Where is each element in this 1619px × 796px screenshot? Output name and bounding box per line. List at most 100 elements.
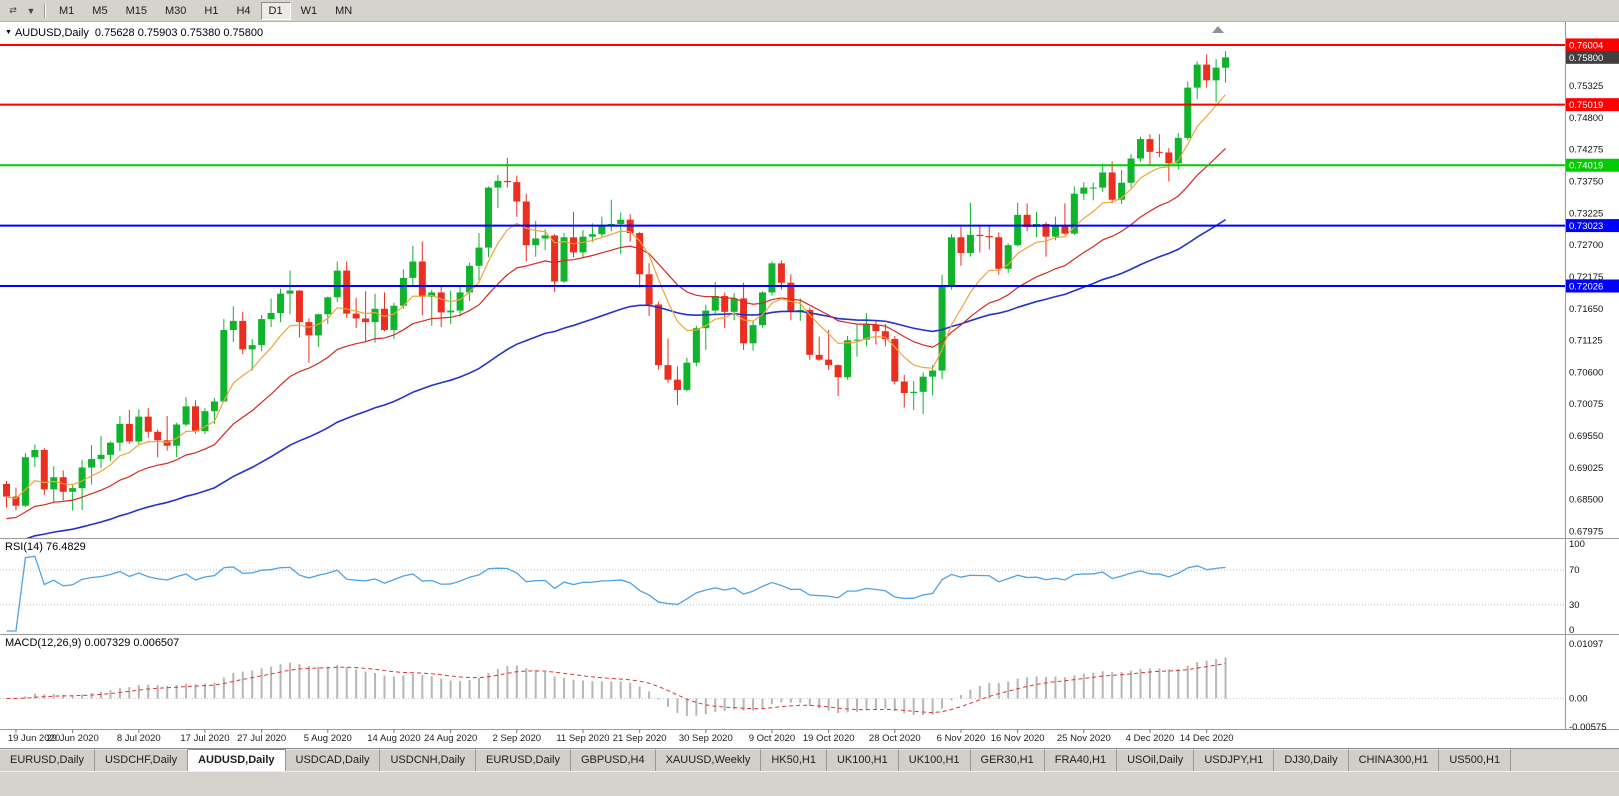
chart-tab-eurusd-daily[interactable]: EURUSD,Daily <box>0 749 95 771</box>
candle-body <box>513 182 521 202</box>
price-axis-tick: 0.67975 <box>1569 526 1603 537</box>
time-axis-label: 9 Oct 2020 <box>749 733 795 744</box>
candle-body <box>617 219 625 224</box>
candle-body <box>541 235 549 239</box>
price-axis-tick: 0.69025 <box>1569 463 1603 474</box>
status-bar <box>0 771 1619 796</box>
chart-tab-usdjpy-h1[interactable]: USDJPY,H1 <box>1194 749 1275 771</box>
candle-body <box>352 313 360 319</box>
candle-body <box>1127 158 1135 183</box>
time-axis[interactable] <box>0 730 1565 747</box>
candle-body <box>929 370 937 377</box>
time-axis-label: 25 Nov 2020 <box>1057 733 1111 744</box>
candle-body <box>399 277 407 306</box>
candle-body <box>985 236 993 238</box>
time-axis-label: 2 Sep 2020 <box>492 733 541 744</box>
chart-tab-us500-h1[interactable]: US500,H1 <box>1439 749 1512 771</box>
chart-tab-dj30-daily[interactable]: DJ30,Daily <box>1274 749 1349 771</box>
timeframe-button-d1[interactable]: D1 <box>260 1 291 20</box>
timeframe-button-h1[interactable]: H1 <box>204 4 219 17</box>
candle-body <box>258 319 266 346</box>
candle-body <box>456 292 464 311</box>
price-axis-tick: 0.73225 <box>1569 208 1603 219</box>
chart-tab-xauusd-weekly[interactable]: XAUUSD,Weekly <box>655 749 762 771</box>
macd-axis-tick: -0.00575 <box>1569 722 1607 733</box>
candle-body <box>1118 182 1126 200</box>
candle-body <box>371 308 379 323</box>
chart-tab-uk100-h1[interactable]: UK100,H1 <box>826 749 899 771</box>
chart-shift-marker[interactable] <box>1212 26 1224 33</box>
candle-body <box>995 237 1003 269</box>
level-price-label-text: 0.74019 <box>1569 161 1603 172</box>
candle-body <box>702 310 710 329</box>
candle-body <box>173 424 181 446</box>
timeframe-button-m5[interactable]: M5 <box>92 4 108 17</box>
chart-scroll-icon[interactable]: ⇄ <box>9 5 17 15</box>
chart-tab-hk50-h1[interactable]: HK50,H1 <box>761 749 827 771</box>
chart-tab-gbpusd-h4[interactable]: GBPUSD,H4 <box>571 749 656 771</box>
candle-body <box>484 187 492 248</box>
candle-body <box>210 401 218 412</box>
candle-body <box>286 290 294 294</box>
candle-body <box>1099 172 1107 188</box>
time-axis-label: 8 Jul 2020 <box>117 733 161 744</box>
price-axis-tick: 0.71650 <box>1569 304 1603 315</box>
chart-tab-uk100-h1[interactable]: UK100,H1 <box>898 749 971 771</box>
timeframe-button-w1[interactable]: W1 <box>300 4 318 17</box>
candle-body <box>381 308 388 330</box>
timeframe-button-m1[interactable]: M1 <box>59 4 75 17</box>
candle-body <box>135 416 143 442</box>
chart-tab-eurusd-daily[interactable]: EURUSD,Daily <box>476 749 571 771</box>
candle-body <box>815 354 823 360</box>
candle-body <box>1004 245 1012 269</box>
candle-body <box>1203 64 1211 81</box>
time-axis-label: 24 Aug 2020 <box>424 733 477 744</box>
chart-title: ▼ AUDUSD,Daily 0.75628 0.75903 0.75380 0.7… <box>5 27 263 39</box>
candle-body <box>1165 152 1173 164</box>
chart-tab-usoil-daily[interactable]: USOil,Daily <box>1117 749 1195 771</box>
candle-body <box>777 263 785 283</box>
price-axis[interactable] <box>1566 22 1619 729</box>
chart-tab-fra40-h1[interactable]: FRA40,H1 <box>1044 749 1118 771</box>
candle-body <box>655 304 663 366</box>
candle-body <box>88 459 96 468</box>
dropdown-caret-icon[interactable]: ▼ <box>26 5 36 16</box>
price-axis-tick: 0.71125 <box>1569 336 1603 347</box>
timeframe-button-mn[interactable]: MN <box>335 4 353 17</box>
candle-body <box>976 234 984 237</box>
candle-body <box>900 381 908 394</box>
candle-body <box>125 423 133 442</box>
candle-body <box>116 423 124 443</box>
candle-body <box>740 298 748 344</box>
chart-tab-audusd-daily[interactable]: AUDUSD,Daily <box>188 749 286 771</box>
candle-body <box>853 339 861 341</box>
chart-tab-usdcnh-daily[interactable]: USDCNH,Daily <box>380 749 477 771</box>
rsi-axis-tick: 100 <box>1569 539 1585 550</box>
candle-body <box>3 483 10 497</box>
candle-body <box>192 406 199 432</box>
chart-tab-ger30-h1[interactable]: GER30,H1 <box>970 749 1045 771</box>
rsi-line <box>6 555 1226 632</box>
candle-body <box>1051 225 1059 237</box>
candle-body <box>466 265 474 293</box>
time-axis-label: 14 Aug 2020 <box>367 733 420 744</box>
candle-body <box>1061 225 1069 234</box>
chart-plot-area[interactable] <box>0 22 1565 729</box>
timeframe-button-h4[interactable]: H4 <box>236 4 251 17</box>
price-axis-tick: 0.69550 <box>1569 431 1603 442</box>
candle-body <box>390 305 398 330</box>
chart-tab-usdchf-daily[interactable]: USDCHF,Daily <box>94 749 189 771</box>
rsi-axis-tick: 70 <box>1569 565 1580 576</box>
candle-body <box>1146 139 1154 152</box>
time-axis-label: 16 Nov 2020 <box>991 733 1045 744</box>
chart-tab-usdcad-daily[interactable]: USDCAD,Daily <box>285 749 381 771</box>
time-axis-label: 21 Sep 2020 <box>613 733 667 744</box>
chart-tab-china300-h1[interactable]: CHINA300,H1 <box>1348 749 1440 771</box>
timeframe-button-m30[interactable]: M30 <box>164 4 187 17</box>
timeframe-button-m15[interactable]: M15 <box>125 4 147 17</box>
candle-body <box>598 226 606 235</box>
candle-body <box>588 234 596 237</box>
level-price-label-text: 0.75019 <box>1569 100 1603 111</box>
time-axis-label: 28 Oct 2020 <box>869 733 921 744</box>
